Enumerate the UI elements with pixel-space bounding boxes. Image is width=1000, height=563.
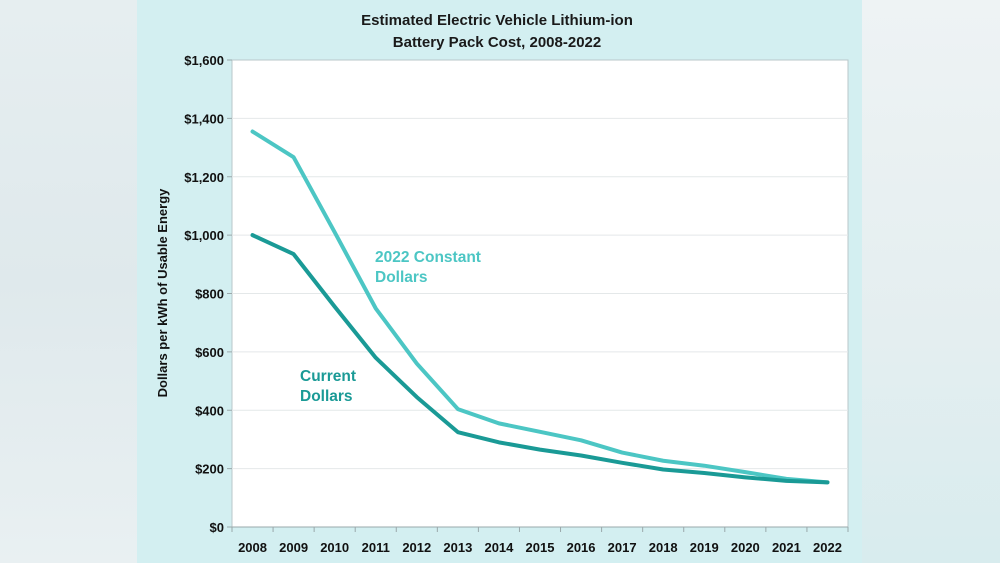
annotation-constant-line-2: Dollars xyxy=(375,269,428,286)
y-tick-label: $1,200 xyxy=(184,170,224,185)
x-tick-label: 2022 xyxy=(813,540,842,555)
y-tick-label: $200 xyxy=(195,462,224,477)
y-tick-label: $600 xyxy=(195,345,224,360)
chart-title-line-1: Estimated Electric Vehicle Lithium-ion xyxy=(361,12,633,29)
y-tick-label: $1,400 xyxy=(184,111,224,126)
x-tick-label: 2018 xyxy=(649,540,678,555)
y-tick-label: $0 xyxy=(210,520,224,535)
x-tick-label: 2019 xyxy=(690,540,719,555)
x-tick-label: 2017 xyxy=(608,540,637,555)
x-tick-label: 2020 xyxy=(731,540,760,555)
x-tick-label: 2011 xyxy=(362,540,390,555)
x-tick-label: 2014 xyxy=(484,540,514,555)
y-tick-label: $1,600 xyxy=(184,53,224,68)
x-tick-label: 2008 xyxy=(238,540,267,555)
x-tick-label: 2016 xyxy=(567,540,596,555)
x-tick-label: 2015 xyxy=(526,540,555,555)
y-axis-label: Dollars per kWh of Usable Energy xyxy=(155,188,170,398)
y-tick-label: $1,000 xyxy=(184,228,224,243)
annotation-constant-line-1: 2022 Constant xyxy=(375,249,481,266)
background-left xyxy=(0,0,137,563)
annotation-current-line-2: Dollars xyxy=(300,388,353,405)
x-tick-label: 2012 xyxy=(402,540,431,555)
x-tick-label: 2009 xyxy=(279,540,308,555)
y-tick-label: $800 xyxy=(195,287,224,302)
annotation-current-line-1: Current xyxy=(300,368,356,385)
y-tick-label: $400 xyxy=(195,403,224,418)
background-right xyxy=(862,0,1000,563)
chart-title-line-2: Battery Pack Cost, 2008-2022 xyxy=(393,34,601,51)
x-tick-label: 2021 xyxy=(772,540,801,555)
x-tick-label: 2010 xyxy=(320,540,349,555)
x-tick-label: 2013 xyxy=(443,540,472,555)
